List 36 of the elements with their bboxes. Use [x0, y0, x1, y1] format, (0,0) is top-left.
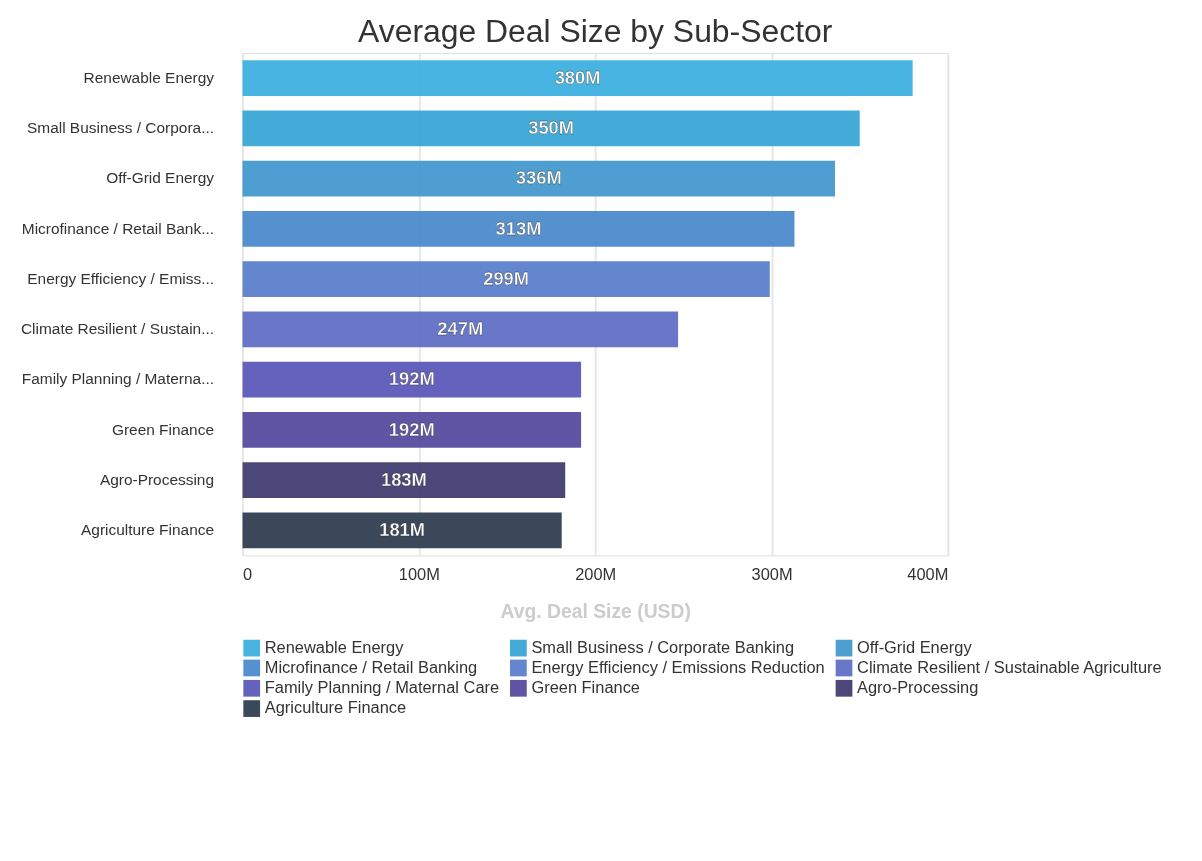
text: 181M [379, 519, 426, 541]
x-tick-label: 400M [907, 565, 949, 584]
y-tick-label: Agro-Processing [99, 470, 215, 488]
legend-label: Renewable Energy [264, 637, 405, 656]
x-tick-label: 300M [751, 565, 793, 584]
text: 336M [515, 167, 562, 189]
y-tick-label: Energy Efficiency / Emiss... [27, 269, 215, 287]
legend-label: Family Planning / Maternal Care [264, 678, 500, 697]
x-tick-label: 200M [575, 565, 617, 584]
text: 350M [528, 117, 575, 139]
x-tick-label: 0 [243, 565, 253, 584]
legend-label: Agro-Processing [857, 678, 979, 697]
legend-label: Green Finance [531, 678, 640, 697]
legend-label: Agriculture Finance [264, 698, 407, 717]
text: 380M [554, 66, 601, 88]
legend-label: Energy Efficiency / Emissions Reduction [531, 657, 825, 676]
y-tick-label: Microfinance / Retail Bank... [21, 219, 215, 237]
text: 247M [437, 318, 484, 340]
x-tick-label: 100M [398, 565, 440, 584]
y-tick-label: Family Planning / Materna... [21, 370, 215, 388]
y-tick-label: Renewable Energy [83, 68, 215, 86]
text: 192M [388, 418, 435, 440]
y-tick-label: Green Finance [111, 420, 215, 438]
y-tick-label: Small Business / Corpora... [26, 119, 215, 137]
text: 299M [483, 267, 530, 289]
text: 313M [495, 217, 542, 239]
text: 192M [388, 368, 435, 390]
legend-label: Off-Grid Energy [857, 637, 973, 656]
y-tick-label: Agriculture Finance [81, 521, 215, 539]
legend-label: Microfinance / Retail Banking [264, 657, 478, 676]
legend-label: Climate Resilient / Sustainable Agriculture [857, 657, 1162, 676]
y-tick-label: Off-Grid Energy [106, 169, 215, 187]
legend-label: Small Business / Corporate Banking [531, 637, 795, 656]
chart-title: Average Deal Size by Sub-Sector [358, 13, 833, 50]
text: 183M [380, 468, 427, 490]
y-tick-label: Climate Resilient / Sustain... [20, 320, 215, 338]
